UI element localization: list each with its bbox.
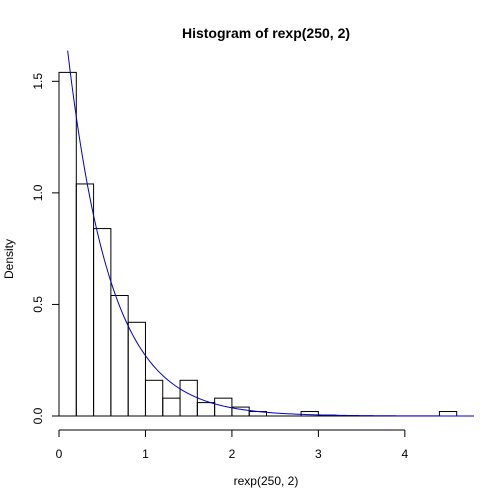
histogram-bar (58, 71, 77, 417)
histogram-bar (93, 228, 112, 417)
histogram-bar (300, 411, 319, 417)
histogram-bar (110, 295, 129, 417)
x-tick-label: 3 (315, 447, 322, 461)
y-tick-label: 1.5 (31, 73, 45, 90)
histogram-bar (196, 402, 216, 417)
x-tick-label: 4 (401, 447, 408, 461)
x-tick-label: 0 (56, 447, 63, 461)
histogram-bar (438, 411, 458, 417)
density-curve (67, 50, 474, 417)
chart-title: Histogram of rexp(250, 2) (182, 25, 350, 41)
histogram-bar (162, 397, 181, 417)
y-axis-title: Density (2, 239, 16, 279)
x-axis-title: rexp(250, 2) (234, 474, 299, 488)
histogram-bar (75, 183, 95, 417)
y-axis: 0.0 0.5 1.0 1.5 (31, 73, 60, 424)
y-tick-label: 0.0 (31, 407, 45, 424)
y-tick-label: 1.0 (31, 184, 45, 201)
x-tick-label: 2 (229, 447, 236, 461)
histogram-bar (179, 379, 198, 417)
histogram-bars (58, 71, 474, 417)
y-tick-label: 0.5 (31, 296, 45, 313)
x-axis: 0 1 2 3 4 (56, 429, 408, 461)
histogram-bar (144, 379, 164, 417)
x-tick-label: 1 (142, 447, 149, 461)
histogram-bar (127, 321, 146, 417)
